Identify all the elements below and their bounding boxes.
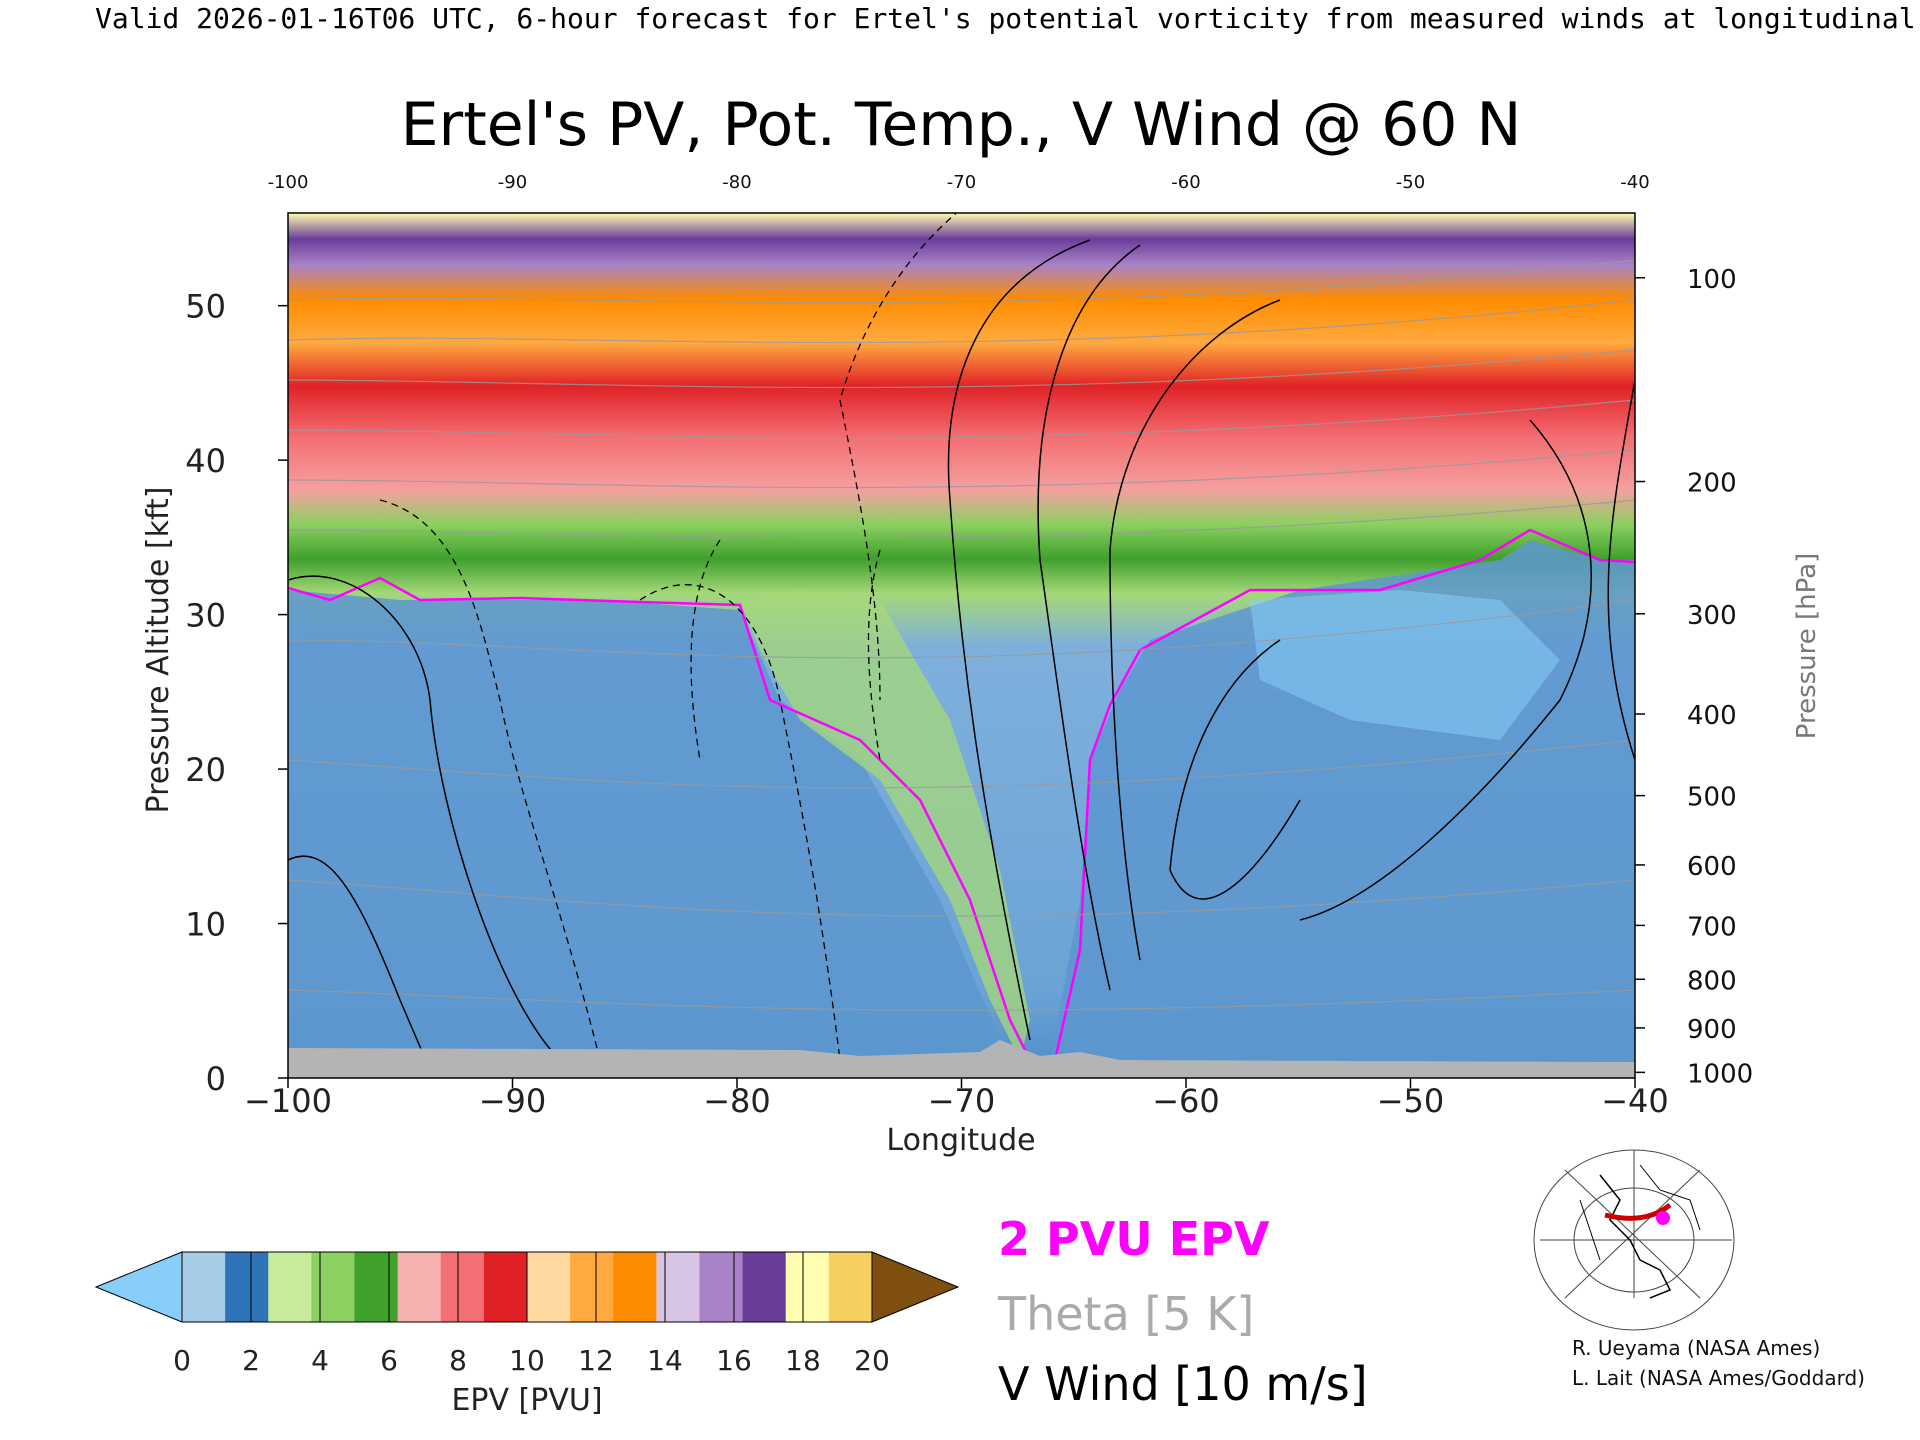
colorbar-tick-label: 10 <box>509 1344 545 1377</box>
y-tick-label: 30 <box>185 597 226 635</box>
colorbar <box>94 1251 960 1323</box>
pressure-tick-label: 900 <box>1687 1015 1737 1045</box>
x-axis-label: Longitude <box>886 1123 1035 1158</box>
x-top-tick-label: -80 <box>722 172 751 193</box>
colorbar-swatch <box>613 1252 657 1322</box>
colorbar-tick-label: 18 <box>785 1344 821 1377</box>
x-top-tick-label: -90 <box>498 172 527 193</box>
pressure-tick-label: 500 <box>1687 783 1737 813</box>
colorbar-swatch <box>699 1252 744 1322</box>
pressure-tick-label: 600 <box>1687 852 1737 882</box>
colorbar-swatch <box>440 1252 485 1322</box>
pressure-tick-label: 1000 <box>1687 1059 1753 1089</box>
colorbar-under-arrow <box>94 1251 183 1323</box>
colorbar-swatch <box>268 1252 312 1322</box>
pressure-tick-label: 700 <box>1687 912 1737 942</box>
colorbar-over-arrow <box>871 1251 960 1323</box>
pressure-tick-label: 800 <box>1687 966 1737 996</box>
y-tick-label: 40 <box>185 442 226 480</box>
pressure-axis-ticks-right: 100 200 300 400 500 600 700 800 900 1000 <box>1635 265 1753 1089</box>
x-top-tick-label: -50 <box>1396 172 1425 193</box>
terrain-mask <box>288 1040 1635 1078</box>
x-top-tick-label: -40 <box>1620 172 1649 193</box>
inset-map-marker <box>1656 1211 1670 1225</box>
x-top-tick-label: -60 <box>1171 172 1200 193</box>
pressure-axis-label: Pressure [hPa] <box>1792 553 1822 740</box>
colorbar-swatch <box>225 1252 269 1322</box>
pressure-tick-label: 200 <box>1687 469 1737 499</box>
colorbar-label: EPV [PVU] <box>451 1383 602 1418</box>
colorbar-swatch <box>785 1252 830 1322</box>
x-tick-label: −40 <box>1601 1082 1669 1120</box>
legend-pvu: 2 PVU EPV <box>998 1212 1270 1266</box>
colorbar-tick-label: 16 <box>716 1344 752 1377</box>
y-tick-label: 50 <box>185 288 226 326</box>
colorbar-tick-label: 12 <box>578 1344 614 1377</box>
x-top-tick-label: -100 <box>268 172 309 193</box>
y-axis-ticks-left: 0 10 20 30 40 50 <box>185 288 288 1098</box>
colorbar-swatch <box>397 1252 442 1322</box>
colorbar-swatch <box>527 1252 571 1322</box>
inset-map-section-line <box>1604 1203 1672 1221</box>
epv-light-blue-patch <box>1250 590 1560 740</box>
colorbar-tick-label: 20 <box>854 1344 890 1377</box>
colorbar-swatch <box>828 1252 873 1322</box>
y-axis-label: Pressure Altitude [kft] <box>141 487 176 814</box>
colorbar-tick-label: 2 <box>242 1344 260 1377</box>
colorbar-tick-label: 0 <box>173 1344 191 1377</box>
y-tick-label: 20 <box>185 751 226 789</box>
legend-theta: Theta [5 K] <box>997 1287 1254 1341</box>
chart-title: Ertel's PV, Pot. Temp., V Wind @ 60 N <box>401 90 1522 160</box>
x-tick-label: −70 <box>928 1082 996 1120</box>
pressure-tick-label: 100 <box>1687 265 1737 295</box>
colorbar-tick-label: 6 <box>380 1344 398 1377</box>
valid-header: Valid 2026-01-16T06 UTC, 6-hour forecast… <box>95 2 1920 35</box>
colorbar-tick-label: 14 <box>647 1344 683 1377</box>
colorbar-swatch <box>570 1252 614 1322</box>
colorbar-tick-label: 4 <box>311 1344 329 1377</box>
x-axis-ticks-top: -100 -90 -80 -70 -60 -50 -40 <box>268 172 1650 193</box>
credit-line-1: R. Ueyama (NASA Ames) <box>1572 1336 1820 1360</box>
colorbar-ticks: 0 2 4 6 8 10 12 14 16 18 20 <box>173 1252 890 1377</box>
v-wind-negative-contours <box>379 213 958 1061</box>
pvu-2-contour <box>288 528 1635 1061</box>
x-tick-label: −80 <box>703 1082 771 1120</box>
x-axis-ticks-bottom: −100 −90 −80 −70 −60 −50 −40 <box>244 1078 1669 1120</box>
v-wind-contours <box>288 239 1635 1071</box>
x-top-tick-label: -70 <box>947 172 976 193</box>
y-tick-label: 0 <box>206 1060 226 1098</box>
x-tick-label: −50 <box>1377 1082 1445 1120</box>
inset-map <box>1533 1148 1735 1331</box>
plot-area <box>288 213 1635 1078</box>
colorbar-swatch <box>742 1252 787 1322</box>
legend-vwind: V Wind [10 m/s] <box>998 1357 1368 1411</box>
x-tick-label: −100 <box>244 1082 332 1120</box>
pressure-tick-label: 300 <box>1687 601 1737 631</box>
colorbar-swatch <box>483 1252 528 1322</box>
x-tick-label: −60 <box>1152 1082 1220 1120</box>
x-tick-label: −90 <box>479 1082 547 1120</box>
colorbar-swatch <box>182 1252 226 1322</box>
y-tick-label: 10 <box>185 906 226 944</box>
colorbar-swatch <box>656 1252 700 1322</box>
colorbar-swatch <box>354 1252 399 1322</box>
colorbar-swatch <box>311 1252 355 1322</box>
colorbar-tick-label: 8 <box>449 1344 467 1377</box>
epv-green-fold <box>740 590 1030 1060</box>
credit-line-2: L. Lait (NASA Ames/Goddard) <box>1572 1366 1865 1390</box>
pressure-tick-label: 400 <box>1687 701 1737 731</box>
